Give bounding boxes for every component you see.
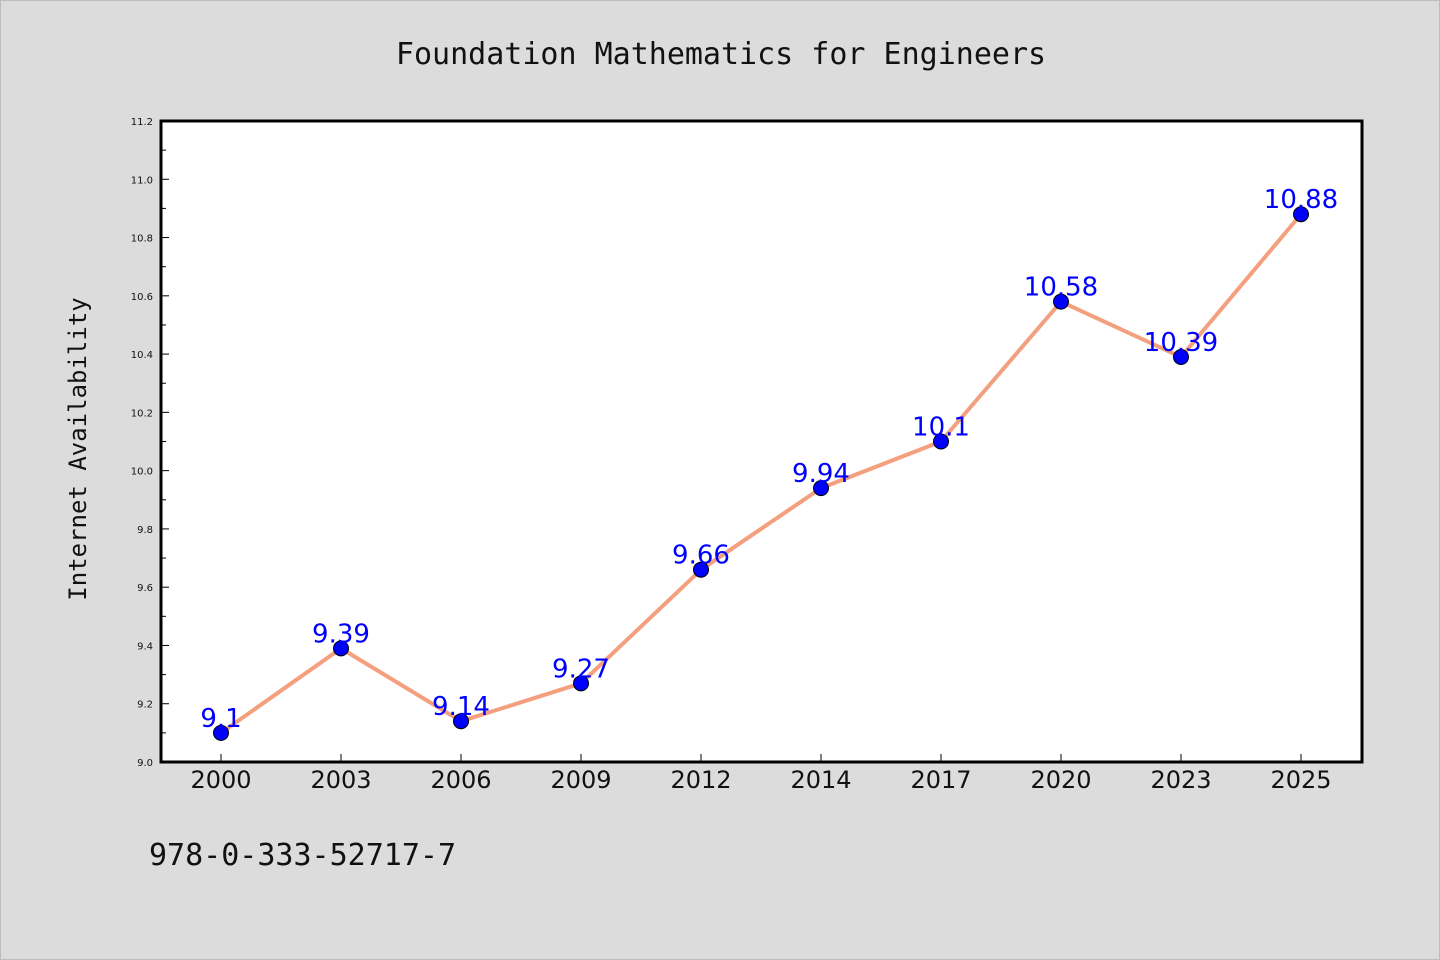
y-axis: 9.0 9.2 9.4 9.6 9.8 10.0 10.2 10.4 10.6 10.8 11.0 1… xyxy=(131,117,169,769)
data-point xyxy=(453,713,469,730)
x-tick-label: 2014 xyxy=(790,766,851,794)
data-point xyxy=(693,561,709,578)
data-label: 10.58 xyxy=(1024,273,1098,303)
x-tick-label: 2003 xyxy=(310,766,371,794)
data-label: 10.88 xyxy=(1264,185,1338,215)
data-point xyxy=(1053,293,1069,310)
x-tick-label: 2006 xyxy=(430,766,491,794)
y-tick-label: 9.6 xyxy=(137,583,153,594)
data-point xyxy=(213,724,229,741)
data-label: 9.66 xyxy=(672,541,730,571)
plot-area xyxy=(159,119,1364,764)
x-tick-label: 2025 xyxy=(1270,766,1331,794)
x-tick-label: 2017 xyxy=(910,766,971,794)
y-tick-label: 10.0 xyxy=(131,467,153,478)
x-tick-label: 2009 xyxy=(550,766,611,794)
data-label: 9.14 xyxy=(432,692,490,722)
data-labels: 9.1 9.39 9.14 9.27 9.66 9.94 10.1 10.58 10.39 10.… xyxy=(200,185,1338,734)
y-tick-label: 9.0 xyxy=(137,758,153,769)
x-tick-label: 2023 xyxy=(1150,766,1211,794)
y-tick-label: 10.6 xyxy=(131,292,153,303)
y-tick-label: 9.4 xyxy=(137,641,153,652)
data-markers xyxy=(213,206,1309,741)
data-label: 9.27 xyxy=(552,654,610,684)
data-label: 10.1 xyxy=(912,413,970,443)
data-label: 9.1 xyxy=(200,704,241,734)
x-tick-label: 2000 xyxy=(190,766,251,794)
x-axis: 2000 2003 2006 2009 2012 2014 2017 2020 2023 2025 xyxy=(190,754,1332,794)
y-tick-label: 11.2 xyxy=(131,117,153,128)
y-tick-label: 10.4 xyxy=(131,350,153,361)
y-axis-label: Internet Availability xyxy=(64,297,92,600)
x-tick-label: 2012 xyxy=(670,766,731,794)
data-point xyxy=(813,480,829,497)
data-point xyxy=(333,640,349,657)
y-tick-label: 11.0 xyxy=(131,175,153,186)
data-label: 9.94 xyxy=(792,459,850,489)
y-tick-label: 9.8 xyxy=(137,525,153,536)
data-point xyxy=(573,675,589,692)
data-point xyxy=(933,433,949,450)
y-tick-label: 10.2 xyxy=(131,408,153,419)
data-point xyxy=(1293,206,1309,223)
series-line xyxy=(219,212,1303,735)
y-tick-label: 10.8 xyxy=(131,234,153,245)
data-label: 10.39 xyxy=(1144,328,1218,358)
isbn-text: 978-0-333-52717-7 xyxy=(149,838,456,873)
data-point xyxy=(1173,349,1189,366)
y-tick-label: 9.2 xyxy=(137,700,153,711)
x-tick-label: 2020 xyxy=(1030,766,1091,794)
chart-title: Foundation Mathematics for Engineers xyxy=(396,37,1046,72)
data-label: 9.39 xyxy=(312,619,370,649)
series-line-group xyxy=(219,212,1303,735)
